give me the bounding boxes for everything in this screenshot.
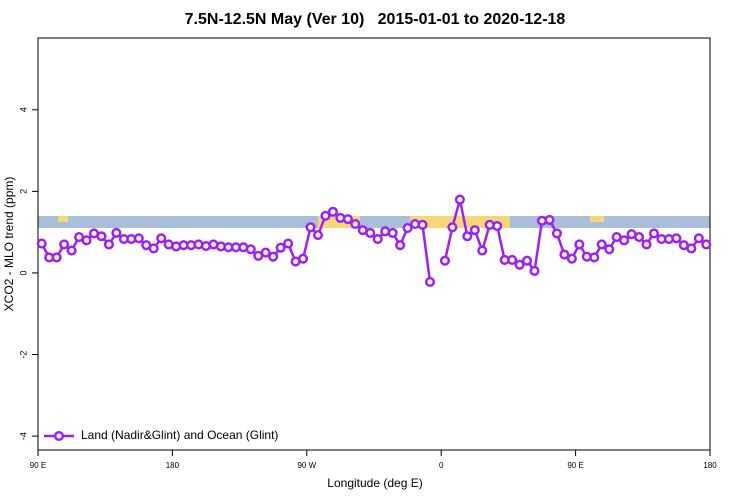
data-point	[693, 233, 704, 244]
data-point	[686, 243, 697, 254]
data-point	[402, 223, 413, 234]
data-point	[544, 214, 555, 225]
data-point	[589, 252, 600, 263]
data-point	[342, 214, 353, 225]
data-point	[417, 219, 428, 230]
data-point	[507, 254, 518, 265]
data-point	[469, 225, 480, 236]
legend-marker	[53, 430, 65, 442]
x-tick-label: 90 W	[297, 461, 316, 470]
data-point	[477, 245, 488, 256]
data-point	[439, 255, 450, 266]
data-point	[559, 249, 570, 260]
data-point	[148, 243, 159, 254]
y-axis-label: XCO2 - MLO trend (ppm)	[2, 177, 16, 312]
data-point	[103, 239, 114, 250]
data-point	[350, 218, 361, 230]
data-point	[59, 239, 70, 250]
data-point	[641, 239, 652, 250]
data-point	[604, 244, 615, 255]
data-point	[529, 265, 540, 276]
data-point	[81, 235, 92, 246]
data-point	[387, 227, 398, 239]
data-point	[522, 255, 533, 266]
y-tick-label: 2	[18, 189, 28, 194]
data-point	[283, 238, 294, 249]
data-point	[619, 235, 630, 246]
data-point	[514, 259, 525, 270]
data-point	[327, 206, 338, 217]
data-point	[671, 233, 682, 244]
land-patch	[58, 216, 68, 222]
plot-frame	[37, 37, 711, 451]
data-point	[305, 222, 316, 233]
y-tick-label: 4	[18, 107, 28, 112]
data-point	[268, 251, 279, 262]
data-point	[298, 253, 309, 264]
data-point	[395, 240, 406, 251]
y-tick-label: -2	[18, 351, 28, 359]
x-tick-label: 90 E	[30, 461, 46, 470]
x-tick-label: 90 E	[567, 461, 583, 470]
x-tick-label: 180	[703, 461, 717, 470]
data-point	[260, 247, 271, 258]
data-point	[156, 233, 167, 244]
data-point	[133, 233, 144, 244]
data-point	[372, 234, 383, 245]
data-point	[365, 227, 376, 239]
data-point	[462, 231, 473, 242]
data-point	[551, 228, 562, 239]
data-point	[648, 228, 660, 239]
x-axis-label: Longitude (deg E)	[327, 476, 422, 490]
data-point	[701, 239, 712, 250]
data-point	[36, 238, 47, 249]
data-point	[634, 232, 645, 243]
data-point	[574, 239, 585, 250]
data-point	[245, 244, 256, 255]
ocean-band	[38, 216, 710, 228]
x-tick-label: 180	[166, 461, 180, 470]
y-tick-label: 0	[18, 270, 28, 275]
data-point	[312, 229, 324, 241]
land-patch	[590, 216, 604, 222]
legend-label: Land (Nadir&Glint) and Ocean (Glint)	[81, 428, 278, 442]
y-tick-label: -4	[18, 432, 28, 440]
data-point	[566, 253, 577, 264]
data-point	[66, 245, 77, 256]
x-tick-label: 0	[439, 461, 444, 470]
map-strip	[38, 216, 710, 228]
data-point	[111, 227, 122, 239]
data-point	[424, 276, 436, 287]
data-point	[492, 221, 503, 232]
chart-title: 7.5N-12.5N May (Ver 10) 2015-01-01 to 20…	[185, 11, 566, 28]
data-point	[51, 252, 62, 263]
data-point	[275, 242, 286, 253]
data-point	[320, 210, 331, 221]
data-point	[596, 239, 607, 250]
data-point	[454, 194, 465, 205]
data-point	[447, 222, 458, 233]
data-point	[96, 231, 107, 242]
